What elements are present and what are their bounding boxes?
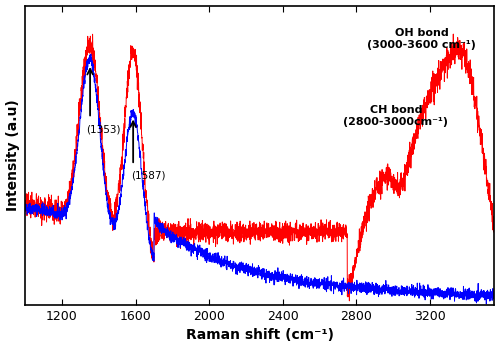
Y-axis label: Intensity (a.u): Intensity (a.u): [6, 100, 20, 211]
X-axis label: Raman shift (cm⁻¹): Raman shift (cm⁻¹): [186, 329, 334, 342]
Text: OH bond
(3000-3600 cm⁻¹): OH bond (3000-3600 cm⁻¹): [367, 29, 476, 50]
Text: (1587): (1587): [131, 171, 166, 181]
Text: (1353): (1353): [86, 124, 120, 134]
Text: CH bond
(2800-3000cm⁻¹): CH bond (2800-3000cm⁻¹): [344, 105, 448, 127]
